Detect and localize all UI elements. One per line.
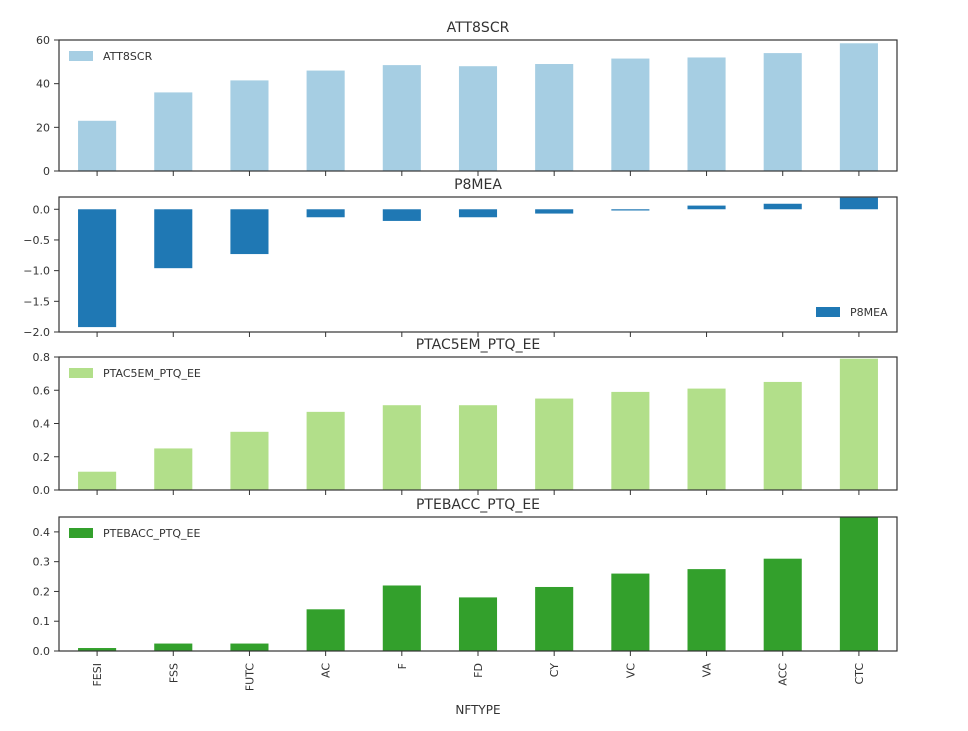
y-tick-label: −2.0 (23, 326, 50, 339)
bar (306, 209, 345, 218)
bar (78, 120, 117, 171)
x-tick-label: F (396, 663, 409, 669)
bar (382, 405, 421, 490)
y-tick-label: 0.0 (33, 203, 51, 216)
bar (687, 569, 726, 651)
bar (306, 609, 345, 651)
bar (535, 586, 574, 651)
bar (154, 92, 193, 171)
bar (382, 65, 421, 171)
legend-label: P8MEA (850, 306, 888, 319)
y-tick-label: −0.5 (23, 234, 50, 247)
panel-title: P8MEA (454, 177, 502, 193)
x-tick-label: FUTC (243, 663, 256, 691)
bar (687, 388, 726, 490)
bar (687, 57, 726, 171)
bar (154, 209, 193, 269)
y-tick-label: 0.4 (33, 418, 51, 431)
bar (535, 209, 574, 214)
bar (611, 391, 650, 490)
y-tick-label: −1.5 (23, 295, 50, 308)
panel-title: PTEBACC_PTQ_EE (416, 497, 540, 513)
bar (382, 585, 421, 651)
bar (611, 209, 650, 211)
legend-swatch (816, 307, 840, 317)
panel-title: PTAC5EM_PTQ_EE (416, 337, 541, 353)
x-tick-label: ACC (777, 663, 790, 686)
bar (154, 448, 193, 490)
x-tick-label: VC (624, 663, 637, 679)
bar (154, 643, 193, 651)
bar (306, 411, 345, 490)
x-axis-label: NFTYPE (455, 703, 500, 717)
legend-swatch (69, 528, 93, 538)
x-tick-label: AC (320, 663, 333, 678)
bar (306, 70, 345, 171)
bar (458, 405, 498, 490)
y-tick-label: 60 (36, 34, 50, 47)
bar (458, 597, 498, 651)
bar (78, 209, 117, 328)
bar (230, 431, 269, 490)
bar (535, 64, 574, 171)
y-tick-label: 0.2 (33, 585, 51, 598)
bar (535, 398, 574, 490)
y-tick-label: 0.2 (33, 451, 51, 464)
bar (839, 43, 878, 171)
panel-title: ATT8SCR (447, 20, 510, 36)
y-tick-label: 0.6 (33, 384, 51, 397)
y-tick-label: 0.4 (33, 526, 51, 539)
bar (230, 80, 269, 171)
y-tick-label: 0.1 (33, 615, 51, 628)
legend-label: ATT8SCR (103, 50, 153, 63)
bar (839, 358, 878, 490)
bar (382, 209, 421, 221)
y-tick-label: 0.3 (33, 556, 51, 569)
bar (687, 205, 726, 210)
y-tick-label: 0.8 (33, 351, 51, 364)
bar (763, 558, 802, 651)
y-tick-label: 20 (36, 121, 50, 134)
x-tick-label: CY (548, 663, 561, 677)
x-tick-label: FESI (91, 663, 104, 687)
bar (763, 203, 802, 210)
bar (763, 381, 802, 490)
y-tick-label: 0.0 (33, 645, 51, 658)
y-tick-label: 0.0 (33, 484, 51, 497)
y-tick-label: 40 (36, 78, 50, 91)
legend-label: PTAC5EM_PTQ_EE (103, 367, 201, 380)
bar (458, 66, 498, 171)
y-tick-label: −1.0 (23, 265, 50, 278)
bar (839, 197, 878, 210)
bar (611, 573, 650, 651)
legend-swatch (69, 368, 93, 378)
bar (839, 517, 878, 651)
y-tick-label: 0 (43, 165, 50, 178)
x-tick-label: FSS (167, 663, 180, 683)
legend-swatch (69, 51, 93, 61)
x-tick-label: CTC (853, 663, 866, 685)
bar (611, 58, 650, 171)
bar (458, 209, 498, 218)
bar (78, 471, 117, 490)
bar (230, 209, 269, 255)
x-tick-label: VA (701, 663, 714, 678)
legend-label: PTEBACC_PTQ_EE (103, 527, 201, 540)
x-tick-label: FD (472, 663, 485, 678)
bar (78, 648, 117, 651)
bar (230, 643, 269, 651)
bar (763, 53, 802, 171)
